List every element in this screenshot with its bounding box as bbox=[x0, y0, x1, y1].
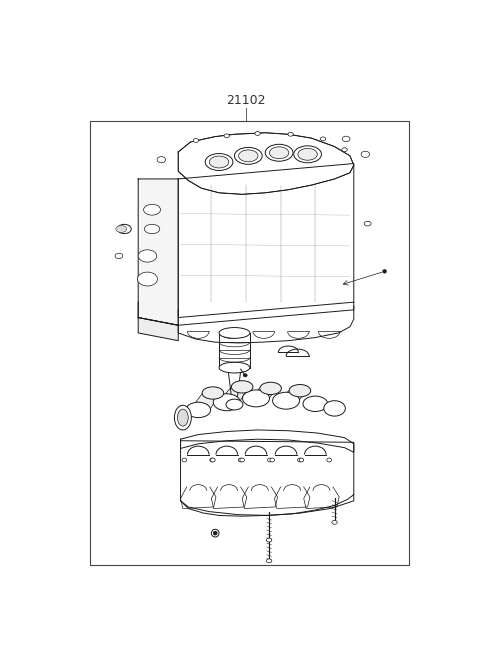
Polygon shape bbox=[178, 164, 354, 317]
Ellipse shape bbox=[174, 405, 192, 430]
Ellipse shape bbox=[298, 458, 302, 462]
Ellipse shape bbox=[269, 147, 289, 159]
Ellipse shape bbox=[273, 392, 300, 409]
Ellipse shape bbox=[364, 221, 371, 226]
Ellipse shape bbox=[361, 151, 370, 158]
Ellipse shape bbox=[266, 538, 272, 542]
Ellipse shape bbox=[242, 390, 269, 407]
Ellipse shape bbox=[240, 458, 244, 462]
Polygon shape bbox=[228, 371, 240, 402]
Polygon shape bbox=[216, 384, 251, 405]
Ellipse shape bbox=[243, 374, 247, 377]
Ellipse shape bbox=[186, 402, 211, 418]
Ellipse shape bbox=[202, 387, 224, 399]
Ellipse shape bbox=[157, 156, 166, 163]
Polygon shape bbox=[138, 179, 178, 325]
Ellipse shape bbox=[144, 204, 160, 215]
Polygon shape bbox=[242, 487, 277, 509]
Ellipse shape bbox=[324, 401, 345, 416]
Ellipse shape bbox=[209, 156, 229, 168]
Ellipse shape bbox=[266, 559, 272, 563]
Polygon shape bbox=[180, 430, 354, 452]
Ellipse shape bbox=[211, 530, 219, 537]
Ellipse shape bbox=[178, 409, 188, 426]
Ellipse shape bbox=[265, 145, 293, 161]
Ellipse shape bbox=[226, 399, 243, 410]
Ellipse shape bbox=[298, 148, 317, 160]
Polygon shape bbox=[211, 487, 247, 509]
Ellipse shape bbox=[299, 458, 304, 462]
Ellipse shape bbox=[137, 272, 157, 286]
Ellipse shape bbox=[294, 146, 322, 163]
Polygon shape bbox=[245, 386, 279, 401]
Ellipse shape bbox=[270, 458, 275, 462]
Polygon shape bbox=[275, 487, 310, 509]
Ellipse shape bbox=[211, 458, 215, 462]
Ellipse shape bbox=[213, 394, 240, 411]
Text: 21102: 21102 bbox=[226, 94, 266, 107]
Ellipse shape bbox=[115, 253, 123, 259]
Ellipse shape bbox=[144, 225, 160, 234]
Polygon shape bbox=[188, 391, 221, 412]
Ellipse shape bbox=[238, 458, 243, 462]
Ellipse shape bbox=[288, 132, 293, 136]
Ellipse shape bbox=[219, 328, 250, 338]
Ellipse shape bbox=[234, 147, 262, 164]
Polygon shape bbox=[180, 487, 216, 509]
Ellipse shape bbox=[118, 225, 131, 234]
Ellipse shape bbox=[342, 148, 347, 152]
Ellipse shape bbox=[267, 458, 272, 462]
Ellipse shape bbox=[231, 380, 253, 393]
Ellipse shape bbox=[213, 532, 217, 535]
Ellipse shape bbox=[210, 458, 215, 462]
Ellipse shape bbox=[327, 458, 332, 462]
Ellipse shape bbox=[320, 137, 326, 141]
Ellipse shape bbox=[224, 134, 229, 138]
Bar bbox=[90, 121, 409, 566]
Ellipse shape bbox=[193, 139, 199, 143]
Ellipse shape bbox=[116, 225, 127, 233]
Ellipse shape bbox=[182, 458, 187, 462]
Ellipse shape bbox=[219, 362, 250, 373]
Polygon shape bbox=[138, 302, 178, 340]
Ellipse shape bbox=[332, 520, 337, 524]
Polygon shape bbox=[180, 441, 354, 516]
Ellipse shape bbox=[260, 382, 281, 395]
Ellipse shape bbox=[383, 269, 386, 273]
Ellipse shape bbox=[255, 131, 260, 135]
Ellipse shape bbox=[138, 250, 156, 262]
Ellipse shape bbox=[303, 396, 328, 411]
Polygon shape bbox=[178, 133, 354, 194]
Ellipse shape bbox=[342, 136, 350, 142]
Polygon shape bbox=[304, 487, 339, 509]
Ellipse shape bbox=[289, 384, 311, 397]
Polygon shape bbox=[275, 388, 308, 403]
Ellipse shape bbox=[239, 150, 258, 162]
Ellipse shape bbox=[205, 154, 233, 170]
